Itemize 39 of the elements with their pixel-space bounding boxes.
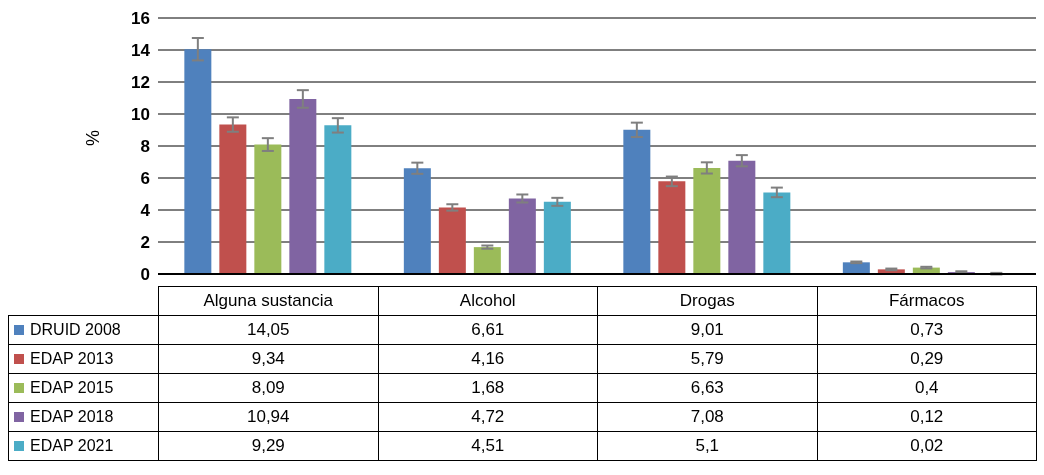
- data-label: 9,29: [158, 431, 378, 460]
- x-tick-label: Alcohol: [378, 286, 598, 315]
- y-tick-label: 14: [131, 41, 151, 61]
- data-label: 5,79: [597, 344, 817, 373]
- data-label: 0,4: [817, 373, 1037, 402]
- data-label: 0,12: [817, 402, 1037, 431]
- data-label: 4,72: [378, 402, 598, 431]
- y-tick-label: 16: [131, 9, 150, 29]
- y-axis-title: %: [83, 129, 104, 146]
- data-label: 10,94: [158, 402, 378, 431]
- data-label: 0,29: [817, 344, 1037, 373]
- legend-label: EDAP 2015: [8, 373, 159, 402]
- data-label: 4,16: [378, 344, 598, 373]
- y-tick-label: 8: [140, 137, 150, 157]
- legend-label: EDAP 2013: [8, 344, 159, 373]
- x-tick-label: Drogas: [597, 286, 817, 315]
- legend-label: EDAP 2021: [8, 431, 159, 460]
- data-label: 6,63: [597, 373, 817, 402]
- y-tick-label: 6: [140, 169, 150, 189]
- data-label: 6,61: [378, 315, 598, 344]
- data-label: 0,02: [817, 431, 1037, 460]
- y-tick-label: 4: [140, 201, 151, 221]
- x-tick-label: Alguna sustancia: [158, 286, 378, 315]
- data-label: 7,08: [597, 402, 817, 431]
- legend-label: EDAP 2018: [8, 402, 159, 431]
- data-label: 9,01: [597, 315, 817, 344]
- data-label: 4,51: [378, 431, 598, 460]
- y-tick-label: 12: [131, 73, 150, 93]
- data-label: 14,05: [158, 315, 378, 344]
- data-label: 9,34: [158, 344, 378, 373]
- legend-label: DRUID 2008: [8, 315, 159, 344]
- y-tick-label: 0: [140, 265, 150, 285]
- x-tick-label: Fármacos: [817, 286, 1037, 315]
- y-tick-label: 2: [140, 233, 150, 253]
- data-label: 0,73: [817, 315, 1037, 344]
- data-label: 8,09: [158, 373, 378, 402]
- data-label: 5,1: [597, 431, 817, 460]
- data-label: 1,68: [378, 373, 598, 402]
- y-tick-label: 10: [131, 105, 150, 125]
